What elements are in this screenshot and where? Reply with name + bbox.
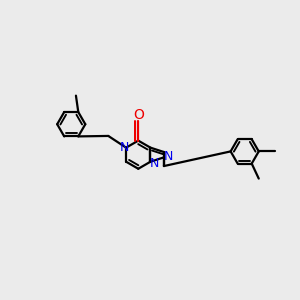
Text: O: O [133,108,144,122]
Text: N: N [119,141,129,154]
Text: N: N [150,157,159,169]
Text: N: N [164,150,173,163]
